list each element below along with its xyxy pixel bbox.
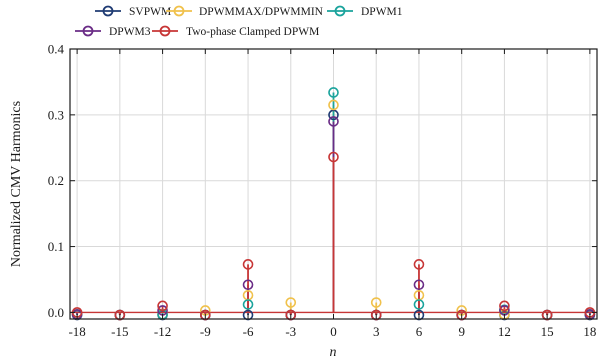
marker-two-phase-clamped-dpwm	[499, 300, 510, 312]
marker-dpwmmax-dpwmmin	[370, 297, 382, 308]
legend-item-dpwm3: DPWM3	[75, 25, 151, 38]
x-tick-label: 12	[498, 324, 511, 339]
legend-label-svpwm: SVPWM	[129, 6, 171, 18]
legend-marker-svpwm	[102, 5, 114, 17]
y-axis-label: Normalized CMV Harmonics	[9, 101, 24, 267]
legend-label-two-phase-clamped-dpwm: Two-phase Clamped DPWM	[186, 26, 319, 38]
marker-dpwm3	[413, 279, 425, 291]
x-tick-label: -6	[243, 324, 254, 339]
marker-two-phase-clamped-dpwm	[413, 259, 425, 270]
x-tick-label: -9	[200, 324, 211, 339]
x-tick-label: 6	[416, 324, 423, 339]
ticks: -18 -15 -12 -9 -6 -3 0 3 6 9 12 15 18 0.0 0.1 0.2 0.3 0.4	[48, 42, 597, 339]
x-tick-label: -15	[111, 324, 128, 339]
x-axis-label: n	[330, 345, 337, 360]
x-tick-label: -18	[68, 324, 85, 339]
legend-item-dpwmmax-dpwmmin: DPWMMAX/DPWMMIN	[166, 5, 324, 18]
legend-label-dpwm1: DPWM1	[361, 6, 403, 18]
legend-item-svpwm: SVPWM	[95, 5, 171, 18]
y-tick-label: 0.2	[48, 173, 64, 188]
x-tick-label: -3	[285, 324, 296, 339]
legend-marker-dpwm3	[82, 25, 94, 37]
x-tick-label: 18	[583, 324, 596, 339]
legend-label-dpwmmax-dpwmmin: DPWMMAX/DPWMMIN	[199, 6, 324, 18]
marker-dpwmmax-dpwmmin	[285, 297, 297, 308]
x-tick-label: -12	[154, 324, 171, 339]
y-tick-label: 0.0	[48, 305, 64, 320]
x-tick-label: 3	[373, 324, 380, 339]
marker-dpwm1	[242, 299, 254, 310]
legend-marker-dpwmmax-dpwmmin	[173, 5, 185, 17]
legend-label-dpwm3: DPWM3	[109, 26, 151, 38]
y-tick-label: 0.4	[48, 42, 65, 57]
y-tick-label: 0.1	[48, 239, 64, 254]
x-tick-label: 0	[330, 324, 337, 339]
marker-dpwm1	[328, 87, 339, 98]
marker-dpwmmax-dpwmmin	[328, 99, 339, 111]
marker-dpwm3	[242, 279, 254, 291]
legend: SVPWM DPWMMAX/DPWMMIN DPWM1 DPWM3 Two-ph…	[75, 5, 403, 38]
marker-svpwm	[328, 109, 339, 121]
x-tick-label: 9	[458, 324, 465, 339]
y-tick-label: 0.3	[48, 107, 64, 122]
marker-dpwm1	[413, 299, 425, 310]
marker-two-phase-clamped-dpwm	[242, 259, 254, 270]
legend-item-two-phase-clamped-dpwm: Two-phase Clamped DPWM	[152, 25, 319, 38]
legend-item-dpwm1: DPWM1	[327, 5, 403, 18]
x-tick-label: 15	[541, 324, 554, 339]
marker-two-phase-clamped-dpwm	[157, 300, 168, 312]
marker-two-phase-clamped-dpwm	[328, 151, 339, 163]
legend-marker-dpwm1	[334, 5, 346, 17]
marker-dpwm3	[328, 116, 339, 127]
legend-marker-two-phase-clamped-dpwm	[159, 25, 171, 37]
